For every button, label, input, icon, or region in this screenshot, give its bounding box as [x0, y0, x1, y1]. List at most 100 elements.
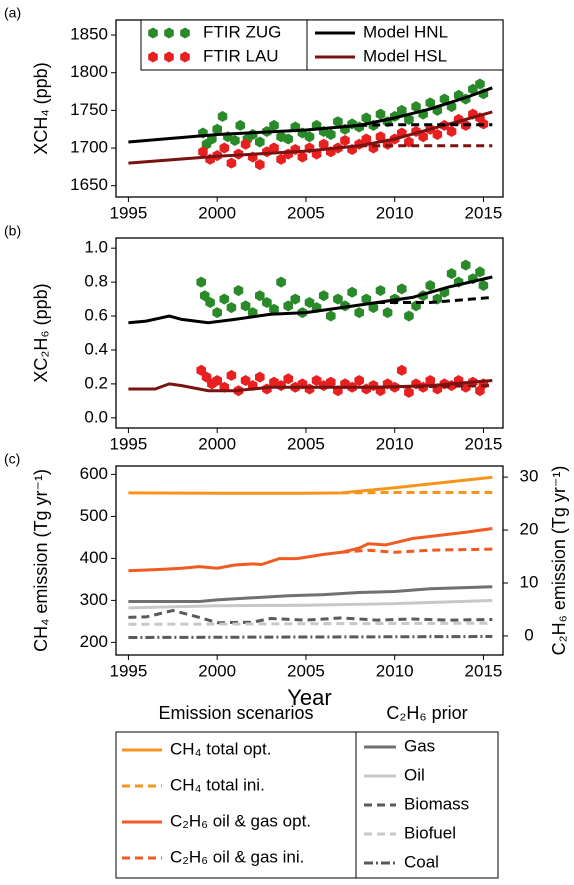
line-series: [128, 637, 492, 638]
panel-label: (c): [4, 451, 20, 467]
y-tick-label: 1800: [70, 62, 108, 81]
data-point: [479, 280, 489, 291]
data-point: [347, 287, 357, 298]
data-point: [255, 137, 265, 148]
x-tick-label: 2000: [198, 434, 236, 453]
data-point: [236, 120, 246, 131]
data-point: [319, 290, 329, 301]
data-point: [376, 285, 386, 296]
x-tick-label: 1995: [110, 203, 148, 222]
x-tick-label: 1995: [110, 661, 148, 680]
x-tick-label: 2010: [376, 203, 414, 222]
y-tick-label: 0.6: [84, 306, 108, 325]
line-series: [377, 386, 492, 388]
data-point: [220, 294, 230, 305]
x-tick-label: 2010: [376, 661, 414, 680]
data-point: [276, 277, 286, 288]
x-tick-label: 2015: [465, 434, 503, 453]
legend-label: Model HNL: [363, 22, 448, 41]
y-axis-label: XCH₄ (ppb): [31, 62, 51, 154]
y2-tick-label: 30: [520, 467, 539, 486]
legend-label: Model HSL: [363, 46, 447, 65]
data-point: [234, 285, 244, 296]
y-tick-label: 0.0: [84, 407, 108, 426]
panel-label: (a): [4, 5, 21, 21]
x-tick-label: 2005: [287, 434, 325, 453]
legend-title: C₂H₆ prior: [386, 703, 467, 723]
data-point: [397, 365, 407, 376]
x-tick-label: 2000: [198, 203, 236, 222]
legend-label: FTIR LAU: [203, 46, 279, 65]
y2-tick-label: 10: [520, 572, 539, 591]
y-tick-label: 1650: [70, 175, 108, 194]
legend-label: CH₄ total opt.: [170, 739, 271, 758]
line-series: [128, 623, 492, 624]
data-point: [461, 260, 471, 271]
y2-axis-label: C₂H₆ emission (Tg yr⁻¹): [549, 466, 569, 656]
data-point: [383, 307, 393, 318]
data-point: [196, 277, 206, 288]
data-point: [227, 370, 237, 381]
legend-label: CH₄ total ini.: [170, 775, 265, 794]
legend-label: C₂H₆ oil & gas opt.: [170, 811, 311, 830]
data-point: [447, 268, 457, 279]
legend-label: Biomass: [404, 794, 469, 813]
data-point: [426, 280, 436, 291]
line-series: [128, 587, 492, 602]
legend-label: Gas: [404, 736, 435, 755]
data-point: [298, 152, 308, 163]
data-point: [227, 158, 237, 169]
y-axis-label: XC₂H₆ (ppb): [31, 283, 51, 382]
y-tick-label: 200: [80, 632, 108, 651]
y-tick-label: 0.4: [84, 339, 108, 358]
data-point: [218, 111, 228, 122]
legend-label: C₂H₆ oil & gas ini.: [170, 847, 304, 866]
y-tick-label: 500: [80, 506, 108, 525]
line-series: [342, 549, 493, 552]
x-tick-label: 2015: [465, 661, 503, 680]
y-axis-label: CH₄ emission (Tg yr⁻¹): [31, 469, 51, 652]
y-tick-label: 1.0: [84, 238, 108, 257]
y2-tick-label: 20: [520, 520, 539, 539]
line-series: [128, 611, 492, 623]
y-tick-label: 300: [80, 590, 108, 609]
x-tick-label: 2005: [287, 203, 325, 222]
y-tick-label: 0.8: [84, 272, 108, 291]
y-tick-label: 400: [80, 548, 108, 567]
data-point: [404, 311, 414, 322]
y-tick-label: 1700: [70, 138, 108, 157]
data-point: [255, 159, 265, 170]
legend-box: [141, 20, 503, 70]
plot-frame: [116, 238, 503, 428]
x-tick-label: 2005: [287, 661, 325, 680]
legend-label: Oil: [404, 765, 425, 784]
legend-label: FTIR ZUG: [203, 22, 281, 41]
x-tick-label: 1995: [110, 434, 148, 453]
legend-label: Coal: [404, 852, 439, 871]
y-tick-label: 0.2: [84, 373, 108, 392]
x-tick-label: 2000: [198, 661, 236, 680]
y-tick-label: 600: [80, 464, 108, 483]
data-point: [404, 387, 414, 398]
legend-title: Emission scenarios: [158, 703, 313, 723]
data-point: [376, 109, 386, 120]
y-tick-label: 1850: [70, 25, 108, 44]
data-point: [326, 311, 336, 322]
data-point: [220, 143, 230, 154]
data-point: [255, 372, 265, 383]
data-point: [397, 283, 407, 294]
data-point: [212, 307, 222, 318]
x-tick-label: 2010: [376, 434, 414, 453]
y2-tick-label: 0: [524, 625, 533, 644]
line-series: [359, 125, 492, 126]
panel-label: (b): [4, 223, 21, 239]
line-series: [128, 477, 492, 493]
legend-label: Biofuel: [404, 823, 456, 842]
data-point: [340, 135, 350, 146]
x-tick-label: 2015: [465, 203, 503, 222]
y-tick-label: 1750: [70, 100, 108, 119]
data-point: [227, 302, 237, 313]
data-point: [354, 307, 364, 318]
